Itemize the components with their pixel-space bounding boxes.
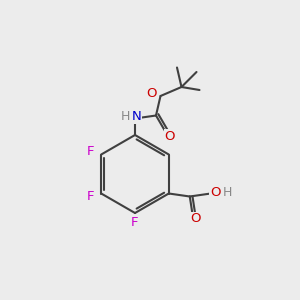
Text: O: O: [164, 130, 175, 143]
Text: O: O: [210, 185, 220, 199]
Text: O: O: [190, 212, 201, 226]
Text: H: H: [223, 185, 232, 199]
Text: F: F: [87, 190, 94, 203]
Text: N: N: [132, 110, 141, 124]
Text: O: O: [146, 86, 157, 100]
Text: H: H: [121, 110, 130, 124]
Text: F: F: [87, 145, 94, 158]
Text: F: F: [131, 215, 138, 229]
